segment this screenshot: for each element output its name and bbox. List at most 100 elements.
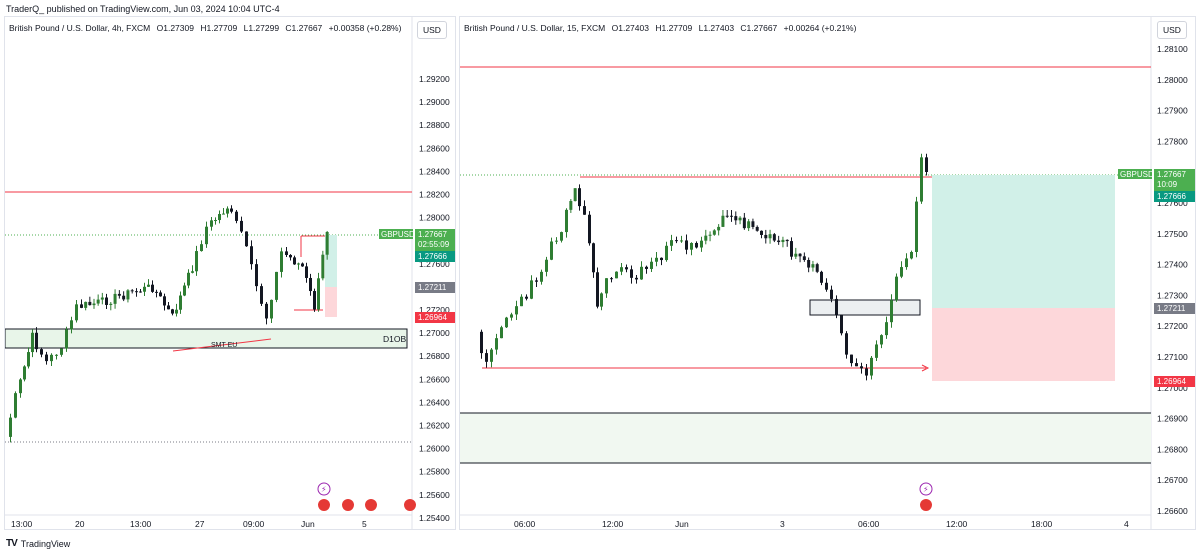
price-tick-label: 1.27600: [1157, 198, 1188, 208]
candle-body: [785, 239, 789, 242]
candle-body: [790, 241, 793, 257]
time-tick-label: Jun: [301, 519, 315, 529]
demand-zone[interactable]: [460, 413, 1151, 463]
candle-body: [675, 240, 678, 242]
price-tick-label: 1.27900: [1157, 106, 1188, 116]
footer-branding[interactable]: TV TradingView: [6, 537, 70, 551]
candle-body: [14, 393, 17, 418]
candle-body: [167, 305, 170, 310]
candle-body: [905, 258, 908, 268]
svg-text:1.26964: 1.26964: [418, 313, 447, 322]
long-position-target[interactable]: [932, 175, 1115, 308]
candle-body: [895, 276, 898, 301]
price-tick-label: 1.26900: [1157, 414, 1188, 424]
candle-body: [890, 300, 893, 323]
candle-body: [159, 292, 162, 297]
candle-body: [305, 266, 308, 278]
candle-body: [301, 263, 304, 267]
long-position-stop[interactable]: [325, 287, 337, 317]
price-tick-label: 1.27500: [1157, 229, 1188, 239]
time-axis-15m[interactable]: 06:00 12:00 Jun 3 06:00 12:00 18:00 4: [514, 519, 1129, 529]
candle-body: [183, 285, 186, 296]
candle-body: [825, 282, 828, 290]
candle-body: [592, 243, 595, 273]
tradingview-brand: TradingView: [20, 539, 71, 549]
price-axis-15m[interactable]: 1.281001.280001.279001.278001.277001.276…: [1157, 44, 1188, 516]
candle-body: [321, 254, 325, 279]
candle-body: [535, 280, 538, 282]
candle-body: [850, 354, 853, 364]
price-tick-label: 1.27100: [1157, 352, 1188, 362]
candle-body: [588, 214, 591, 244]
candle-body: [23, 366, 26, 380]
level-tag: 1.27211: [1154, 303, 1195, 314]
candle-body: [255, 264, 258, 287]
candle-body: [925, 157, 928, 172]
time-tick-label: 12:00: [602, 519, 624, 529]
candle-body: [760, 230, 763, 235]
time-tick-label: 06:00: [514, 519, 536, 529]
long-position-stop[interactable]: [932, 308, 1115, 381]
candle-body: [730, 215, 733, 217]
price-axis-4h[interactable]: 1.29200 1.29000 1.28800 1.28600 1.28400 1.282…: [419, 74, 450, 523]
candle-body: [240, 220, 243, 232]
candle-body: [151, 284, 154, 292]
candle-body: [65, 329, 68, 349]
candle-body: [830, 289, 833, 299]
economic-event-icons[interactable]: ⚡: [317, 482, 416, 511]
price-tick-label: 1.26600: [419, 374, 450, 384]
candle-body: [285, 251, 288, 255]
candle-body: [309, 277, 312, 292]
time-axis-4h[interactable]: 13:00 20 13:00 27 09:00 Jun 5: [11, 519, 367, 529]
candles-15m: [480, 153, 928, 381]
order-block-zone[interactable]: [5, 328, 408, 349]
candle-body: [289, 254, 292, 258]
candle-body: [80, 304, 83, 308]
candle-body: [870, 357, 873, 376]
candle-body: [565, 209, 568, 233]
candle-body: [195, 251, 198, 272]
candle-body: [721, 215, 725, 227]
time-tick-label: 13:00: [11, 519, 33, 529]
currency-button-4h[interactable]: USD: [417, 21, 447, 39]
price-tag-gbpusd: GBPUSD 1.27667 02:55:09 1.27666: [379, 229, 455, 262]
price-tick-label: 1.27600: [419, 259, 450, 269]
candle-body: [807, 259, 811, 268]
svg-text:1.27667: 1.27667: [1157, 170, 1186, 179]
candle-body: [505, 317, 508, 328]
zone-label: D1OB: [383, 334, 406, 344]
price-tick-label: 1.28000: [419, 213, 450, 223]
svg-text:02:55:09: 02:55:09: [418, 240, 450, 249]
economic-event-icons[interactable]: ⚡: [919, 482, 933, 511]
candle-body: [245, 231, 248, 247]
candle-body: [798, 253, 802, 257]
candle-body: [717, 226, 721, 231]
candle-body: [920, 157, 923, 202]
svg-text:1.27666: 1.27666: [418, 252, 447, 261]
price-tag-gbpusd: GBPUSD 1.27667 10:09 1.27666: [1118, 169, 1195, 202]
candle-body: [620, 267, 623, 272]
price-tick-label: 1.29200: [419, 74, 450, 84]
candle-body: [690, 242, 693, 250]
price-tick-label: 1.26200: [419, 421, 450, 431]
candle-body: [222, 213, 225, 215]
smt-divergence-line[interactable]: [172, 338, 272, 352]
chart-panel-15m[interactable]: 1.281001.280001.279001.278001.277001.276…: [459, 16, 1196, 530]
candle-body: [835, 298, 838, 315]
candle-body: [50, 354, 53, 362]
candle-body: [645, 266, 648, 269]
candle-body: [578, 188, 581, 207]
time-tick-label: 06:00: [858, 519, 880, 529]
price-tick-label: 1.28400: [419, 166, 450, 176]
candle-body: [280, 251, 283, 272]
candle-body: [811, 264, 815, 268]
chart-canvas-4h[interactable]: D1OB SMT EU 1.29200 1.29000 1.28800 1.28600…: [5, 17, 456, 530]
order-block-box[interactable]: [809, 299, 921, 316]
chart-canvas-15m[interactable]: 1.281001.280001.279001.278001.277001.276…: [460, 17, 1196, 530]
chart-panel-4h[interactable]: D1OB SMT EU 1.29200 1.29000 1.28800 1.28600…: [4, 16, 456, 530]
candle-body: [747, 221, 751, 229]
candle-body: [250, 246, 253, 265]
currency-button-15m[interactable]: USD: [1157, 21, 1187, 39]
candle-body: [75, 304, 78, 321]
time-tick-label: 09:00: [243, 519, 265, 529]
